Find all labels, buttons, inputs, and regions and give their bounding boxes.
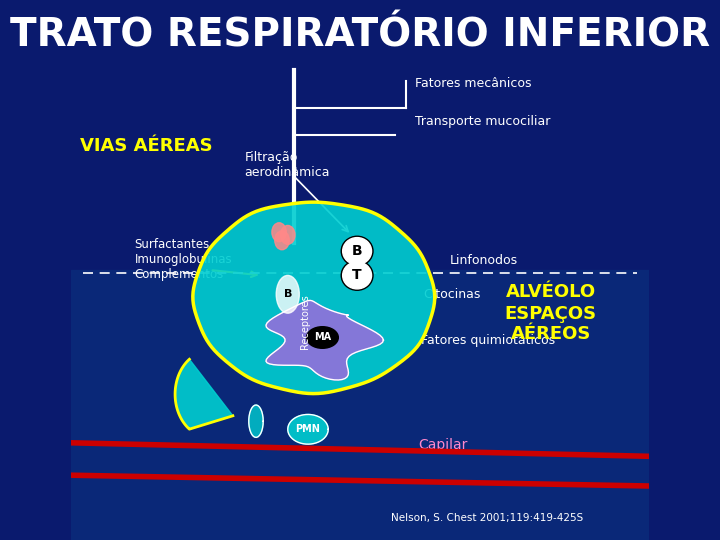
Text: PMN: PMN [295,424,320,434]
Text: Fatores quimiotáticos: Fatores quimiotáticos [420,334,555,347]
Ellipse shape [288,415,328,444]
Ellipse shape [307,327,338,348]
Text: Surfactantes
Imunoglobulinas
Complementos: Surfactantes Imunoglobulinas Complemento… [135,238,233,281]
Text: ALVÉOLO: ALVÉOLO [505,282,595,301]
Text: VIAS AÉREAS: VIAS AÉREAS [80,137,212,155]
Text: Receptores: Receptores [300,294,310,349]
Ellipse shape [343,262,372,289]
Text: B: B [352,244,362,258]
Text: ESPAÇOS
AÉREOS: ESPAÇOS AÉREOS [505,305,597,343]
Polygon shape [193,202,435,394]
Text: TRATO RESPIRATÓRIO INFERIOR: TRATO RESPIRATÓRIO INFERIOR [10,16,710,54]
Ellipse shape [341,236,373,266]
Ellipse shape [272,223,287,242]
Ellipse shape [343,238,372,265]
Ellipse shape [275,231,289,249]
Text: T: T [352,268,362,282]
Ellipse shape [281,226,295,244]
Text: B: B [284,289,292,299]
Polygon shape [175,359,233,429]
Text: MA: MA [314,333,331,342]
Ellipse shape [341,260,373,290]
Text: Citocinas: Citocinas [423,288,481,301]
Text: Transporte mucociliar: Transporte mucociliar [415,115,550,128]
Polygon shape [266,300,384,380]
Text: Capilar: Capilar [418,438,467,453]
Ellipse shape [276,275,300,313]
Text: Nelson, S. Chest 2001;119:419-425S: Nelson, S. Chest 2001;119:419-425S [391,514,583,523]
Text: Fatores mecânicos: Fatores mecânicos [415,77,531,90]
Text: Linfonodos: Linfonodos [449,254,518,267]
Text: Filtração
aerodinâmica: Filtração aerodinâmica [244,151,330,179]
Bar [71,270,649,540]
Ellipse shape [248,405,264,437]
